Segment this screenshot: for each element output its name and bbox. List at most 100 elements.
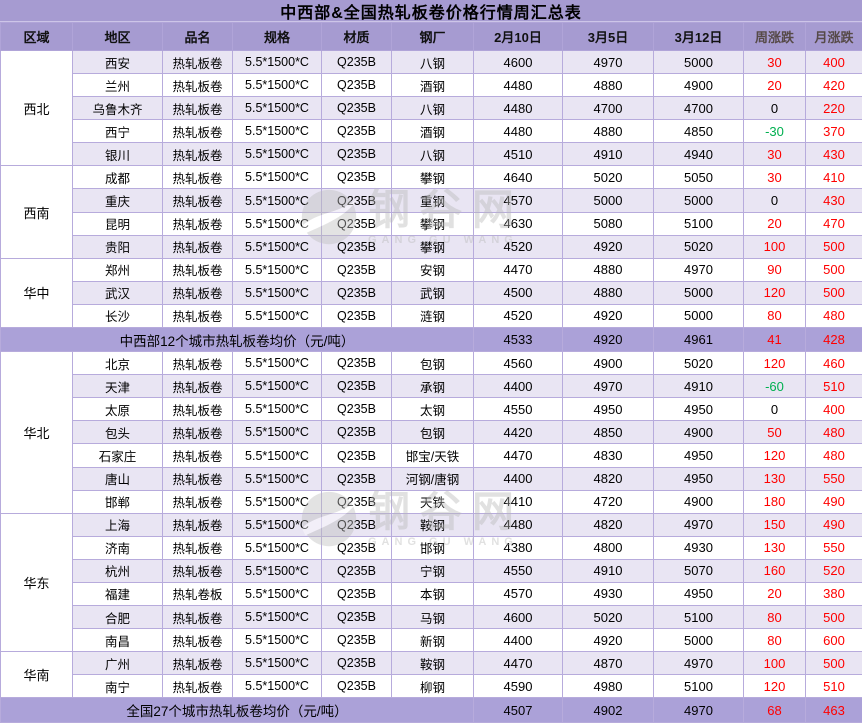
cell-price: 4920 <box>562 303 654 328</box>
cell-spec: 5.5*1500*C <box>232 489 322 514</box>
cell-city: 南宁 <box>72 674 163 699</box>
cell-price: 4800 <box>562 535 654 560</box>
cell-price: 4590 <box>473 674 563 699</box>
header-cell-0: 区域 <box>0 22 73 51</box>
cell-price: 4640 <box>473 165 563 190</box>
cell-mill: 新钢 <box>391 628 474 653</box>
table-row: 银川 热轧板卷 5.5*1500*C Q235B 八钢 4510 4910 4940 30 430 <box>1 142 862 167</box>
cell-price: 4720 <box>562 489 654 514</box>
cell-month-change: 480 <box>805 303 862 328</box>
cell-material: Q235B <box>321 96 392 121</box>
cell-price: 4420 <box>473 420 563 445</box>
cell-city: 银川 <box>72 142 163 167</box>
table-row: 合肥 热轧板卷 5.5*1500*C Q235B 马钢 4600 5020 5100 80 500 <box>1 605 862 630</box>
cell-city: 武汉 <box>72 280 163 305</box>
cell-material: Q235B <box>321 443 392 468</box>
cell-material: Q235B <box>321 512 392 537</box>
cell-price: 4470 <box>473 257 563 282</box>
cell-city: 西安 <box>72 49 163 75</box>
cell-spec: 5.5*1500*C <box>232 674 322 699</box>
cell-month-change: 500 <box>805 280 862 305</box>
header-cell-5: 钢厂 <box>391 22 474 51</box>
cell-week-change: 20 <box>743 73 806 98</box>
header-cell-9: 周涨跌 <box>743 22 806 51</box>
cell-month-change: 370 <box>805 119 862 144</box>
cell-month-change: 480 <box>805 420 862 445</box>
cell-week-change: 0 <box>743 397 806 422</box>
cell-city: 郑州 <box>72 257 163 282</box>
cell-price: 5000 <box>653 280 744 305</box>
cell-month-change: 520 <box>805 558 862 583</box>
cell-material: Q235B <box>321 142 392 167</box>
cell-city: 包头 <box>72 420 163 445</box>
cell-price: 4480 <box>473 512 563 537</box>
cell-spec: 5.5*1500*C <box>232 558 322 583</box>
cell-material: Q235B <box>321 535 392 560</box>
cell-product: 热轧板卷 <box>162 397 233 422</box>
cell-price: 4910 <box>562 142 654 167</box>
cell-mill: 包钢 <box>391 351 474 376</box>
cell-week-change: 50 <box>743 420 806 445</box>
cell-price: 4902 <box>562 697 654 723</box>
table-header: 区域 地区 品名 规格 材质 钢厂 2月10日 3月5日 3月12日 周涨跌 月涨跌 <box>0 22 862 51</box>
cell-material: Q235B <box>321 165 392 190</box>
cell-material: Q235B <box>321 581 392 607</box>
table-row: 兰州 热轧板卷 5.5*1500*C Q235B 酒钢 4480 4880 4900 20 420 <box>1 73 862 98</box>
cell-product: 热轧板卷 <box>162 351 233 376</box>
cell-price: 4970 <box>653 512 744 537</box>
cell-price: 4970 <box>653 257 744 282</box>
cell-spec: 5.5*1500*C <box>232 351 322 376</box>
cell-mill: 邯宝/天铁 <box>391 443 474 468</box>
cell-mill: 安钢 <box>391 257 474 282</box>
cell-week-change: 20 <box>743 211 806 236</box>
table-row: 杭州 热轧板卷 5.5*1500*C Q235B 宁钢 4550 4910 5070 160 52… <box>1 558 862 583</box>
cell-material: Q235B <box>321 374 392 399</box>
cell-price: 4900 <box>562 351 654 376</box>
cell-product: 热轧板卷 <box>162 49 233 75</box>
cell-price: 4700 <box>653 96 744 121</box>
summary-label: 中西部12个城市热轧板卷均价（元/吨） <box>0 326 474 353</box>
cell-price: 5000 <box>653 303 744 328</box>
cell-product: 热轧卷板 <box>162 581 233 607</box>
table-body: 西北 西安 热轧板卷 5.5*1500*C Q235B 八钢 4600 4970 5000 30 4… <box>0 49 862 723</box>
cell-month-change: 400 <box>805 397 862 422</box>
cell-price: 5020 <box>653 351 744 376</box>
cell-price: 5100 <box>653 605 744 630</box>
cell-material: Q235B <box>321 49 392 75</box>
table-row: 西南 成都 热轧板卷 5.5*1500*C Q235B 攀钢 4640 5020 5050 30 4… <box>0 165 862 259</box>
cell-month-change: 490 <box>805 512 862 537</box>
cell-region: 西北 <box>0 49 73 167</box>
cell-product: 热轧板卷 <box>162 443 233 468</box>
cell-price: 4507 <box>473 697 563 723</box>
cell-week-change: 100 <box>743 651 806 676</box>
cell-city: 西宁 <box>72 119 163 144</box>
cell-city: 广州 <box>72 651 163 676</box>
cell-month-change: 510 <box>805 374 862 399</box>
summary-row: 全国27个城市热轧板卷均价（元/吨） 4507 4902 4970 68 463 <box>0 697 862 723</box>
cell-product: 热轧板卷 <box>162 558 233 583</box>
cell-week-change: 120 <box>743 280 806 305</box>
cell-material: Q235B <box>321 351 392 376</box>
cell-product: 热轧板卷 <box>162 303 233 328</box>
cell-price: 4570 <box>473 188 563 213</box>
cell-week-change: 20 <box>743 581 806 607</box>
cell-week-change: -30 <box>743 119 806 144</box>
cell-month-change: 500 <box>805 651 862 676</box>
cell-price: 4400 <box>473 628 563 653</box>
cell-price: 4550 <box>473 558 563 583</box>
table-row: 贵阳 热轧板卷 5.5*1500*C Q235B 攀钢 4520 4920 5020 100 50… <box>1 234 862 259</box>
header-cell-4: 材质 <box>321 22 392 51</box>
cell-price: 4920 <box>562 326 654 353</box>
cell-city: 太原 <box>72 397 163 422</box>
cell-spec: 5.5*1500*C <box>232 257 322 282</box>
cell-product: 热轧板卷 <box>162 257 233 282</box>
cell-price: 4900 <box>653 420 744 445</box>
cell-spec: 5.5*1500*C <box>232 280 322 305</box>
cell-price: 4970 <box>653 651 744 676</box>
cell-month-change: 460 <box>805 351 862 376</box>
cell-price: 4970 <box>653 697 744 723</box>
cell-price: 4980 <box>562 674 654 699</box>
cell-spec: 5.5*1500*C <box>232 73 322 98</box>
table-row: 重庆 热轧板卷 5.5*1500*C Q235B 重钢 4570 5000 5000 0 430 <box>1 188 862 213</box>
cell-price: 4630 <box>473 211 563 236</box>
